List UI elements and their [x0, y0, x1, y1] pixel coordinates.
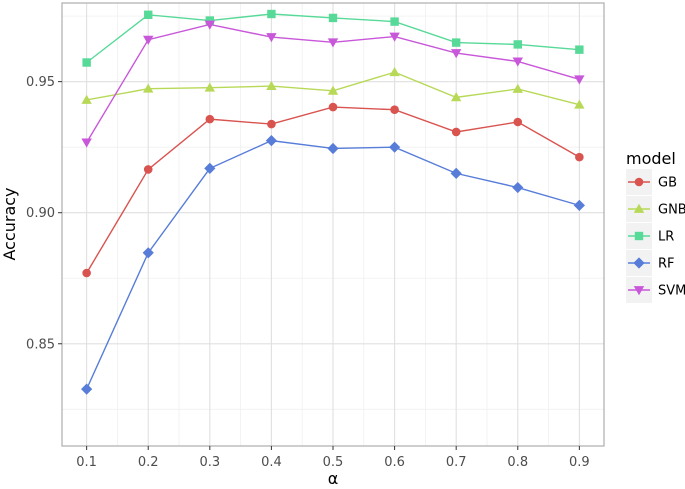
data-point-gb: [82, 268, 91, 278]
data-point-lr: [82, 58, 91, 67]
data-point-lr: [451, 38, 461, 47]
data-point-rf: [388, 141, 401, 153]
y-tick-label: 0.90: [26, 206, 55, 221]
data-point-gb: [451, 127, 461, 137]
data-point-rf: [204, 162, 216, 175]
data-point-gnb: [327, 85, 339, 95]
y-tick-label: 0.85: [26, 337, 55, 352]
legend-marker-rf: [633, 257, 645, 269]
data-point-rf: [327, 142, 339, 155]
data-point-svm: [204, 20, 216, 30]
data-point-rf: [265, 135, 278, 147]
data-point-lr: [267, 9, 276, 19]
legend-label-lr: LR: [658, 230, 674, 245]
x-tick-label: 0.1: [76, 455, 97, 470]
data-point-gnb: [81, 94, 92, 104]
data-point-rf: [573, 199, 585, 211]
legend-label-svm: SVM: [658, 284, 685, 299]
legend-marker-gnb: [633, 203, 645, 213]
y-axis-title: Accuracy: [0, 187, 19, 260]
data-point-svm: [266, 33, 277, 43]
data-point-svm: [143, 35, 154, 45]
series-markers: [81, 9, 585, 395]
data-point-gnb: [143, 83, 154, 93]
data-point-gnb: [512, 83, 523, 93]
data-point-gnb: [574, 99, 585, 109]
x-tick-label: 0.8: [507, 455, 528, 470]
legend: model GB GNB LR RF SVM: [626, 149, 685, 303]
data-point-svm: [327, 38, 339, 48]
data-point-gb: [267, 119, 276, 129]
data-point-gnb: [450, 92, 462, 102]
legend-label-gb: GB: [658, 176, 677, 191]
data-point-gnb: [389, 67, 400, 77]
x-tick-label: 0.5: [323, 455, 344, 470]
data-point-lr: [513, 40, 522, 49]
data-point-lr: [328, 13, 338, 23]
legend-title: model: [626, 149, 676, 168]
data-point-lr: [144, 10, 153, 19]
y-axis-ticks: 0.85 0.90 0.95: [26, 75, 62, 352]
data-point-rf: [81, 383, 93, 395]
data-point-svm: [512, 57, 523, 67]
legend-label-gnb: GNB: [658, 203, 685, 218]
data-point-rf: [142, 247, 154, 259]
legend-marker-lr: [634, 231, 644, 241]
data-point-lr: [205, 16, 215, 25]
data-point-svm: [450, 49, 462, 59]
x-tick-label: 0.4: [261, 455, 282, 470]
data-point-rf: [512, 181, 524, 194]
data-point-rf: [450, 167, 462, 179]
data-point-svm: [574, 75, 585, 85]
data-point-gb: [390, 105, 399, 114]
data-point-gb: [143, 165, 153, 174]
x-tick-label: 0.9: [569, 455, 590, 470]
x-tick-label: 0.2: [138, 455, 159, 470]
legend-marker-svm: [633, 286, 645, 296]
data-point-gb: [205, 114, 215, 124]
legend-marker-gb: [634, 177, 644, 187]
x-tick-label: 0.7: [446, 455, 467, 470]
data-point-gb: [575, 152, 584, 162]
data-point-gb: [513, 117, 523, 127]
data-point-lr: [390, 17, 399, 26]
x-tick-label: 0.6: [384, 455, 405, 470]
x-axis-ticks: 0.1 0.2 0.3 0.4 0.5 0.6 0.7 0.8 0.9: [76, 446, 590, 470]
data-point-gnb: [204, 82, 216, 92]
x-axis-title: α: [328, 469, 339, 488]
data-point-svm: [389, 32, 400, 42]
y-tick-label: 0.95: [26, 75, 55, 90]
legend-label-rf: RF: [658, 257, 675, 272]
data-point-lr: [575, 45, 584, 54]
x-tick-label: 0.3: [199, 455, 220, 470]
data-point-gb: [328, 102, 338, 112]
data-point-svm: [81, 138, 92, 148]
data-point-gnb: [266, 80, 277, 90]
